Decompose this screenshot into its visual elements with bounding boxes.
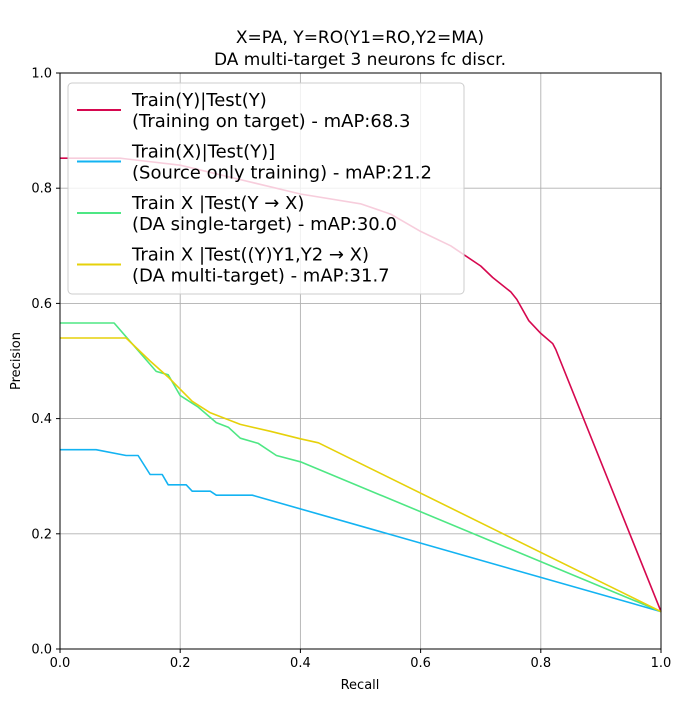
legend-label: (Training on target) - mAP:68.3	[132, 111, 410, 132]
x-tick-label: 0.6	[410, 656, 431, 671]
legend-entry-4: Train X |Test((Y)Y1,Y2 → X)(DA multi-tar…	[77, 245, 390, 287]
y-tick-label: 0.2	[31, 527, 52, 542]
x-tick-label: 1.0	[651, 656, 672, 671]
legend-label: (Source only training) - mAP:21.2	[132, 163, 432, 184]
y-tick-label: 0.6	[31, 297, 52, 312]
chart-title-line-2: DA multi-target 3 neurons fc discr.	[214, 50, 506, 70]
series-line-2	[60, 448, 662, 613]
chart-title: X=PA, Y=RO(Y1=RO,Y2=MA) DA multi-target …	[214, 28, 506, 70]
legend-entry-3: Train X |Test(Y → X)(DA single-target) -…	[77, 193, 397, 235]
x-tick-label: 0.4	[290, 656, 311, 671]
x-tick-label: 0.8	[530, 656, 551, 671]
y-tick-label: 1.0	[31, 67, 52, 82]
y-axis-label: Precision	[9, 332, 24, 390]
x-axis-label: Recall	[341, 678, 380, 693]
y-tick-label: 0.4	[31, 412, 52, 427]
legend: Train(Y)|Test(Y)(Training on target) - m…	[67, 82, 465, 295]
series-line-3	[60, 322, 662, 613]
legend-label: Train X |Test(Y → X)	[131, 193, 304, 214]
legend-entry-2: Train(X)|Test(Y)](Source only training) …	[77, 142, 432, 184]
legend-label: (DA single-target) - mAP:30.0	[132, 214, 397, 235]
series-line-4	[60, 337, 662, 613]
chart-title-line-1: X=PA, Y=RO(Y1=RO,Y2=MA)	[236, 28, 484, 48]
legend-label: Train(Y)|Test(Y)	[131, 90, 267, 111]
axis-ticks: 0.0 0.2 0.4 0.6 0.8 1.0 0.0 0.2 0.4 0.6 0.8 1.0	[31, 67, 671, 672]
x-tick-label: 0.0	[50, 656, 71, 671]
x-tick-label: 0.2	[170, 656, 191, 671]
y-tick-label: 0.0	[31, 643, 52, 658]
legend-entry-1: Train(Y)|Test(Y)(Training on target) - m…	[77, 90, 410, 132]
plot-frame	[59, 72, 662, 650]
legend-label: Train(X)|Test(Y)]	[131, 142, 275, 163]
y-tick-label: 0.8	[31, 182, 52, 197]
legend-label: (DA multi-target) - mAP:31.7	[132, 266, 390, 287]
legend-box	[67, 82, 465, 295]
legend-label: Train X |Test((Y)Y1,Y2 → X)	[131, 245, 369, 266]
